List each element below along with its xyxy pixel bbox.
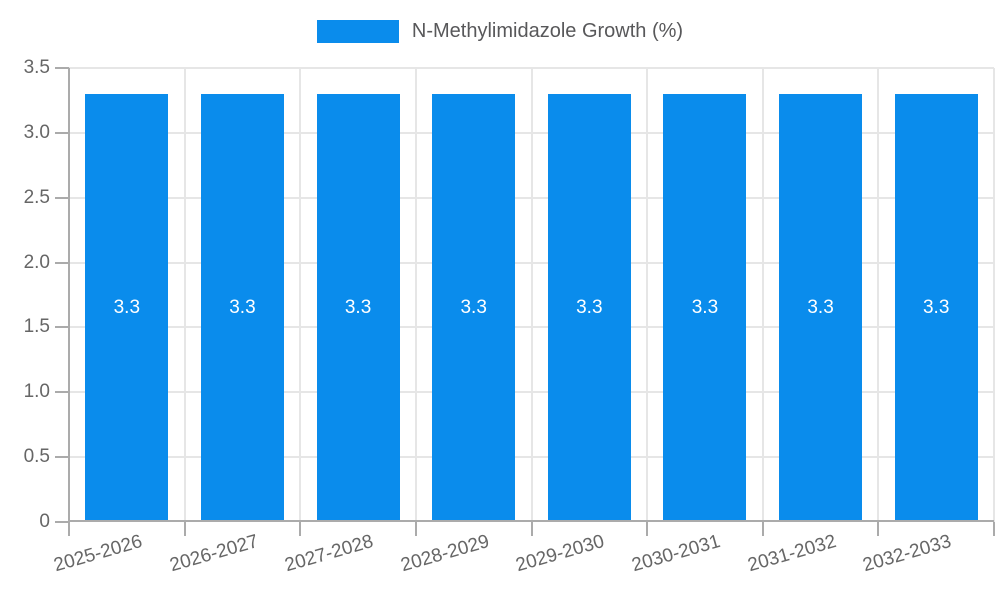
x-axis-tick (183, 522, 186, 536)
x-tick-label: 2031-2032 (745, 531, 839, 577)
y-tick-label: 2.0 (23, 251, 50, 273)
x-axis-tick (68, 522, 70, 536)
bar: 3.3 (85, 93, 169, 522)
bar-value-label: 3.3 (922, 296, 950, 318)
bar: 3.3 (547, 93, 631, 522)
y-tick-label: 1.0 (23, 381, 50, 403)
bar-value-label: 3.3 (691, 296, 719, 318)
x-axis-tick (530, 522, 533, 536)
bar: 3.3 (894, 93, 978, 522)
bar: 3.3 (663, 93, 747, 522)
x-axis-tick (993, 522, 995, 536)
legend-swatch (316, 20, 399, 43)
x-tick-label: 2026-2027 (167, 531, 261, 577)
x-tick-label: 2029-2030 (513, 531, 608, 577)
x-tick-label: 2028-2029 (398, 531, 492, 577)
x-axis-tick (761, 522, 764, 536)
bar: 3.3 (432, 93, 516, 522)
bar-value-label: 3.3 (113, 296, 141, 318)
y-axis-tick (55, 326, 69, 329)
x-tick-label: 2032-2033 (860, 531, 954, 577)
v-gridline (646, 68, 649, 522)
v-gridline (530, 68, 533, 522)
y-axis-tick (55, 67, 69, 69)
y-axis-tick (55, 391, 69, 394)
bar-value-label: 3.3 (576, 296, 603, 318)
bar-value-label: 3.3 (344, 296, 372, 318)
bar-value-label: 3.3 (460, 296, 487, 318)
v-gridline (877, 68, 880, 522)
v-gridline (761, 68, 764, 522)
bar: 3.3 (200, 93, 284, 522)
y-tick-label: 0 (39, 511, 50, 532)
y-axis-tick (55, 196, 69, 199)
v-gridline (299, 68, 302, 522)
v-gridline (183, 68, 186, 522)
legend: N-Methylimidazole Growth (%) (0, 20, 1000, 43)
x-axis-line (69, 520, 994, 522)
y-axis-tick (55, 131, 69, 134)
x-axis-tick (877, 522, 880, 536)
bar: 3.3 (316, 93, 400, 522)
y-tick-label: 0.5 (23, 446, 50, 468)
x-axis-tick (646, 522, 649, 536)
y-tick-label: 3.5 (23, 57, 50, 78)
y-axis-tick (55, 456, 69, 459)
x-axis-tick (299, 522, 302, 536)
x-tick-label: 2025-2026 (51, 531, 145, 577)
y-tick-label: 1.5 (23, 316, 50, 338)
x-tick-label: 2027-2028 (282, 531, 376, 577)
v-gridline (414, 68, 417, 522)
bar-value-label: 3.3 (229, 296, 256, 318)
x-axis-tick (414, 522, 417, 536)
y-tick-label: 2.5 (23, 186, 50, 208)
bar: 3.3 (779, 93, 863, 522)
plot-area: 3.3 3.3 3.3 3.3 3.3 3.3 3.3 3.3 (69, 67, 995, 522)
v-gridline (993, 68, 995, 522)
y-axis-line (68, 68, 70, 536)
legend-label: N-Methylimidazole Growth (%) (411, 20, 684, 42)
x-tick-label: 2030-2031 (629, 531, 723, 577)
bar-value-label: 3.3 (807, 296, 834, 318)
y-tick-label: 3.0 (23, 121, 50, 143)
y-axis-tick (55, 261, 69, 264)
y-axis-tick (55, 521, 69, 523)
